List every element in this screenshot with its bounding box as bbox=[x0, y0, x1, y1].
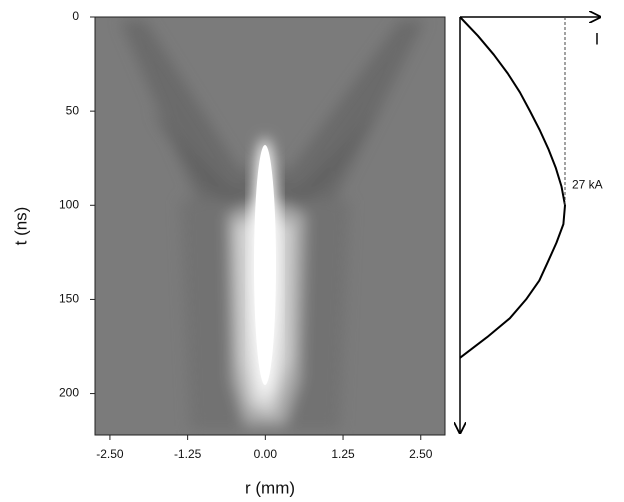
y-tick-label: 200 bbox=[59, 386, 79, 400]
y-tick-label: 100 bbox=[59, 197, 79, 211]
x-tick-label: 0.00 bbox=[254, 447, 278, 461]
x-tick-label: -1.25 bbox=[174, 447, 202, 461]
x-tick-label: 1.25 bbox=[331, 447, 355, 461]
x-axis-title: r (mm) bbox=[245, 478, 295, 497]
streak-image bbox=[95, 17, 445, 435]
current-axis-title: I bbox=[595, 29, 600, 48]
y-tick-label: 0 bbox=[72, 9, 79, 23]
y-axis-title: t (ns) bbox=[11, 207, 30, 246]
y-tick-label: 150 bbox=[59, 292, 79, 306]
x-tick-label: -2.50 bbox=[96, 447, 124, 461]
x-tick-label: 2.50 bbox=[409, 447, 433, 461]
plot-frame bbox=[94, 16, 446, 436]
current-curve bbox=[459, 16, 566, 359]
peak-label: 27 kA bbox=[572, 177, 603, 191]
y-tick-label: 50 bbox=[66, 103, 80, 117]
